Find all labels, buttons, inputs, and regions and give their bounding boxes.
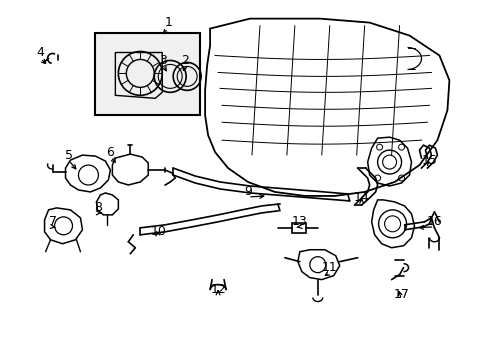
Text: 13: 13 [291,215,307,228]
Text: 15: 15 [421,154,437,167]
Text: 1: 1 [164,16,172,29]
Bar [95,32,200,115]
Text: 17: 17 [393,288,408,301]
Text: 10: 10 [150,225,166,238]
Text: 3: 3 [159,54,167,67]
Text: 9: 9 [244,185,251,198]
Text: 4: 4 [37,46,44,59]
Text: 11: 11 [321,261,337,274]
Text: 5: 5 [64,149,72,162]
Text: 7: 7 [48,215,57,228]
Text: 16: 16 [426,215,442,228]
Text: 14: 14 [353,192,369,204]
Text: 12: 12 [210,283,225,296]
Text: 8: 8 [94,201,102,215]
Text: 2: 2 [181,54,189,67]
Text: 6: 6 [106,145,114,159]
Bar [291,223,305,233]
